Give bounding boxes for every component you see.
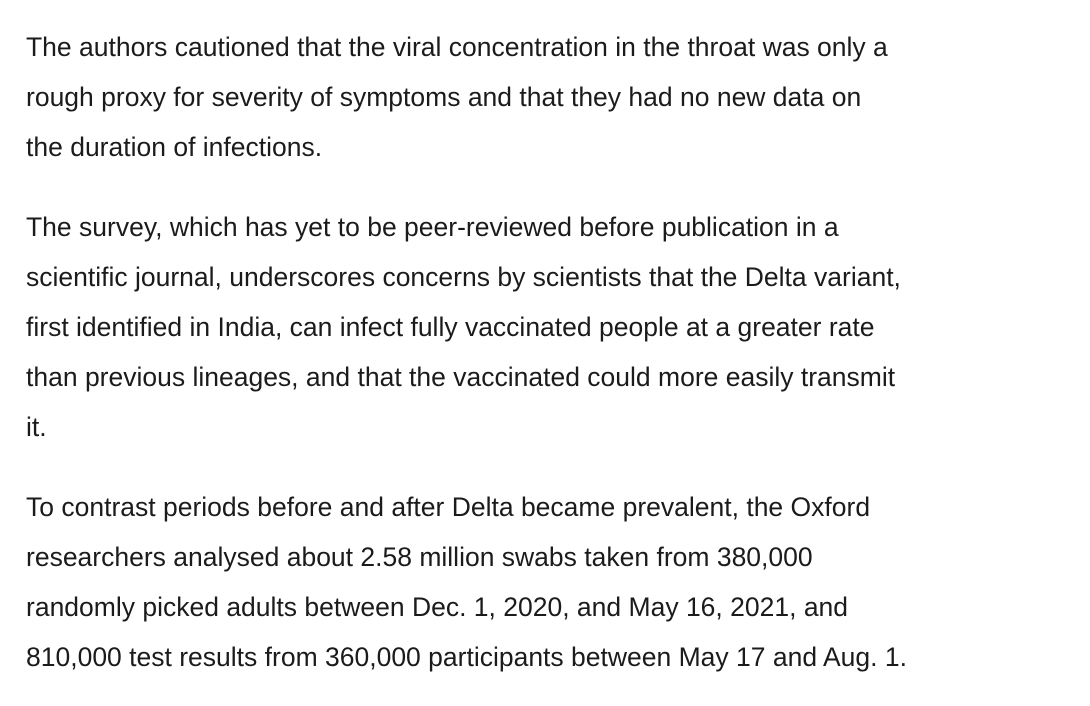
paragraph-3: To contrast periods before and after Del…: [26, 482, 1064, 682]
paragraph-2: The survey, which has yet to be peer-rev…: [26, 202, 1064, 452]
text-line: 810,000 test results from 360,000 partic…: [26, 642, 907, 672]
text-line: rough proxy for severity of symptoms and…: [26, 82, 862, 112]
text-line: scientific journal, underscores concerns…: [26, 262, 901, 292]
text-line: the duration of infections.: [26, 132, 323, 162]
text-line: The survey, which has yet to be peer-rev…: [26, 212, 839, 242]
text-line: randomly picked adults between Dec. 1, 2…: [26, 592, 849, 622]
text-line: To contrast periods before and after Del…: [26, 492, 871, 522]
text-line: than previous lineages, and that the vac…: [26, 362, 896, 392]
text-line: first identified in India, can infect fu…: [26, 312, 875, 342]
text-line: researchers analysed about 2.58 million …: [26, 542, 813, 572]
text-line: The authors cautioned that the viral con…: [26, 32, 888, 62]
text-line: it.: [26, 412, 47, 442]
paragraph-1: The authors cautioned that the viral con…: [26, 22, 1064, 172]
